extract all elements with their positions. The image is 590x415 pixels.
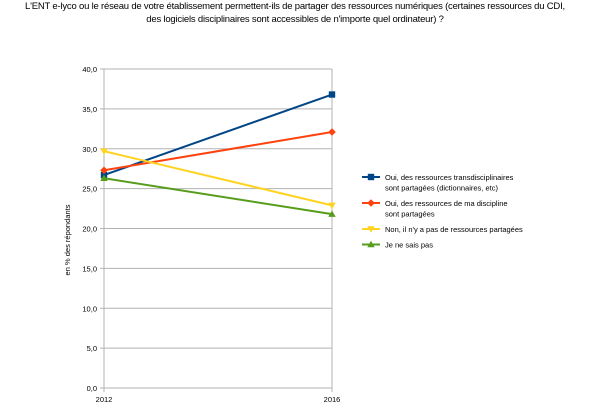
data-point (328, 91, 336, 98)
legend: Oui, des ressources transdisciplinaires s… (362, 173, 523, 250)
y-tick-label: 30,0 (82, 145, 97, 154)
y-axis-label: en % des répondants (63, 204, 72, 275)
y-tick-label: 5,0 (87, 344, 97, 353)
legend-item-1: Oui, des ressources transdisciplinaires s… (362, 173, 514, 193)
legend-label: sont partagées (dictionnaires, etc) (385, 184, 498, 193)
y-tick-label: 40,0 (82, 65, 97, 74)
legend-swatch-marker (367, 226, 375, 233)
legend-label: Oui, des ressources de ma discipline (385, 199, 508, 208)
y-tick-label: 15,0 (82, 264, 97, 273)
x-tick-labels: 2012 2016 (96, 395, 341, 404)
chart-title: L'ENT e-lyco ou le réseau de votre établ… (0, 0, 590, 26)
axes (103, 69, 333, 392)
series-2 (100, 128, 336, 175)
y-tick-label: 20,0 (82, 225, 97, 234)
series-line (103, 150, 333, 207)
series-line (103, 93, 333, 177)
y-tick-label: 10,0 (82, 304, 97, 313)
legend-swatch-marker (367, 240, 375, 248)
y-tick-labels: 0,0 5,0 10,0 15,0 20,0 25,0 30,0 35,0 40,0 (82, 65, 97, 393)
series-lines (100, 91, 336, 217)
x-tick-label: 2016 (324, 395, 341, 404)
series-4 (100, 174, 336, 217)
chart-title-line-1: L'ENT e-lyco ou le réseau de votre établ… (25, 1, 565, 12)
data-point (328, 128, 336, 136)
chart-title-line-2: des logiciels disciplinaires sont access… (146, 14, 444, 25)
y-tick-label: 0,0 (87, 384, 97, 393)
legend-label: Oui, des ressources transdisciplinaires (385, 173, 514, 182)
gridlines (100, 68, 332, 389)
legend-item-2: Oui, des ressources de ma discipline sont… (362, 199, 508, 219)
data-point (328, 202, 336, 210)
data-point (100, 166, 108, 175)
data-point (100, 148, 108, 155)
series-line (103, 131, 333, 172)
legend-label: sont partagées (385, 210, 435, 219)
legend-swatch-marker (367, 199, 375, 207)
data-point (328, 210, 336, 217)
legend-label: Je ne sais pas (385, 241, 433, 250)
legend-swatch-marker (367, 173, 375, 181)
x-tick-label: 2012 (96, 395, 113, 404)
legend-item-4: Je ne sais pas (362, 241, 433, 250)
legend-item-3: Non, il n'y a pas de ressources partagée… (362, 225, 523, 234)
series-line (103, 177, 333, 216)
data-point (100, 174, 108, 181)
y-tick-label: 25,0 (82, 185, 97, 194)
y-tick-label: 35,0 (82, 105, 97, 114)
legend-label: Non, il n'y a pas de ressources partagée… (385, 225, 523, 234)
series-3 (100, 148, 336, 210)
